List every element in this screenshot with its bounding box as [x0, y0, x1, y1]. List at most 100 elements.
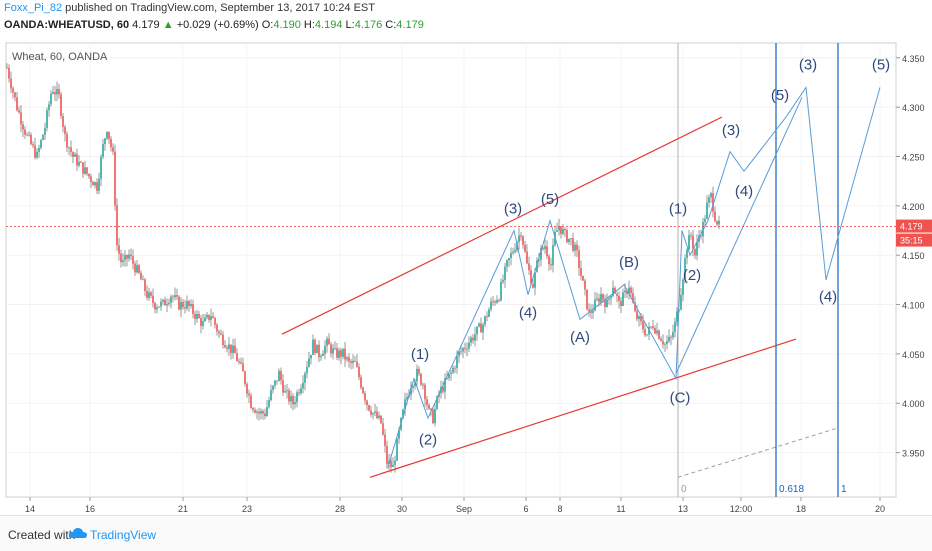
- last-price-label: 4.179: [900, 222, 923, 232]
- x-tick-label: 8: [557, 504, 562, 514]
- candle-body: [48, 104, 50, 111]
- x-tick-label: 11: [616, 504, 625, 514]
- candle-body: [24, 129, 26, 135]
- candle-body: [54, 91, 56, 95]
- candle-body: [186, 301, 188, 309]
- candle-body: [712, 193, 714, 212]
- candle-body: [472, 337, 474, 341]
- candle-body: [624, 290, 626, 293]
- candle-body: [350, 361, 352, 364]
- x-tick-label: 6: [523, 504, 528, 514]
- x-tick-label: 30: [397, 504, 407, 514]
- x-tick-label: 20: [875, 504, 885, 514]
- candle-body: [488, 309, 490, 317]
- candle-body: [600, 294, 602, 303]
- candle-body: [542, 248, 544, 250]
- candle-body: [474, 334, 476, 341]
- y-axis: 4.350 4.300 4.250 4.200 4.150 4.100 4.050 4.000…: [896, 54, 925, 459]
- author-link[interactable]: Foxx_Pi_82: [4, 2, 63, 14]
- candle-body: [526, 251, 528, 264]
- candle-body: [98, 178, 100, 191]
- candle-body: [310, 354, 312, 359]
- low-label: L:: [345, 19, 355, 31]
- candle-body: [108, 131, 110, 140]
- candle-body: [620, 300, 622, 306]
- candle-body: [234, 345, 236, 354]
- candle-body: [426, 399, 428, 405]
- wave-polyline: [387, 85, 881, 468]
- candle-body: [422, 384, 424, 386]
- candle-body: [322, 353, 324, 356]
- candle-body: [58, 88, 60, 95]
- candle-body: [312, 339, 314, 355]
- candle-body: [370, 410, 372, 415]
- quote-line: OANDA:WHEATUSD, 60 4.179 ▲ +0.029 (+0.69…: [4, 19, 424, 31]
- candle-body: [636, 311, 638, 320]
- candle-body: [418, 368, 420, 374]
- candle-body: [604, 299, 606, 308]
- candle-body: [282, 380, 284, 393]
- candle-body: [410, 387, 412, 395]
- candle-body: [424, 384, 426, 400]
- candle-body: [14, 92, 16, 98]
- candle-body: [64, 126, 66, 134]
- y-tick-label: 4.100: [902, 301, 925, 311]
- candle-body: [718, 220, 720, 225]
- candle-body: [160, 301, 162, 307]
- candle-body: [246, 384, 248, 394]
- candle-body: [90, 176, 92, 182]
- candle-body: [314, 339, 316, 354]
- candle-body: [88, 173, 90, 177]
- candle-body: [340, 350, 342, 357]
- candle-body: [66, 133, 68, 148]
- candle-body: [558, 226, 560, 231]
- candle-body: [110, 139, 112, 148]
- candle-body: [538, 259, 540, 261]
- candle-body: [114, 151, 116, 206]
- candle-body: [366, 400, 368, 406]
- chart-pane: [5, 42, 897, 498]
- candle-body: [670, 336, 672, 338]
- candle-body: [116, 205, 118, 246]
- price-chart[interactable]: 0 0.618 1 (1) (2) (3) (4) (5) (A) (B) (C) (1) (2) (3…: [0, 0, 932, 515]
- last-price: 4.179: [132, 19, 160, 31]
- tradingview-link[interactable]: TradingView: [90, 528, 157, 542]
- candle-body: [534, 272, 536, 288]
- candle-body: [324, 345, 326, 354]
- y-tick-label: 3.950: [902, 449, 925, 459]
- candle-body: [610, 296, 612, 299]
- channel-lines: [281, 116, 797, 478]
- candle-body: [40, 139, 42, 148]
- wave-label: (3): [722, 122, 740, 139]
- candle-body: [486, 316, 488, 318]
- candle-body: [694, 248, 696, 256]
- candle-body: [672, 332, 674, 338]
- candle-body: [584, 280, 586, 290]
- candle-body: [404, 399, 406, 410]
- candle-body: [706, 202, 708, 219]
- candle-body: [606, 299, 608, 308]
- wave-label: (C): [670, 389, 691, 406]
- close-value: 4.179: [396, 19, 424, 31]
- x-tick-label: 16: [85, 504, 95, 514]
- fib-time-zones: 0 0.618 1: [677, 43, 847, 497]
- candle-body: [240, 362, 242, 364]
- candle-body: [290, 395, 292, 402]
- candle-body: [704, 218, 706, 223]
- candle-body: [560, 226, 562, 234]
- candle-body: [142, 279, 144, 281]
- candle-body: [702, 222, 704, 237]
- wave-label: (1): [411, 346, 429, 363]
- candle-body: [204, 317, 206, 322]
- candle-body: [172, 296, 174, 298]
- candle-body: [298, 392, 300, 394]
- candle-body: [334, 348, 336, 350]
- candle-body: [520, 235, 522, 237]
- candle-body: [420, 373, 422, 385]
- candle-body: [654, 328, 656, 334]
- candle-body: [616, 293, 618, 296]
- candle-body: [30, 134, 32, 145]
- candle-body: [122, 260, 124, 263]
- candle-body: [384, 434, 386, 446]
- candle-body: [680, 295, 682, 310]
